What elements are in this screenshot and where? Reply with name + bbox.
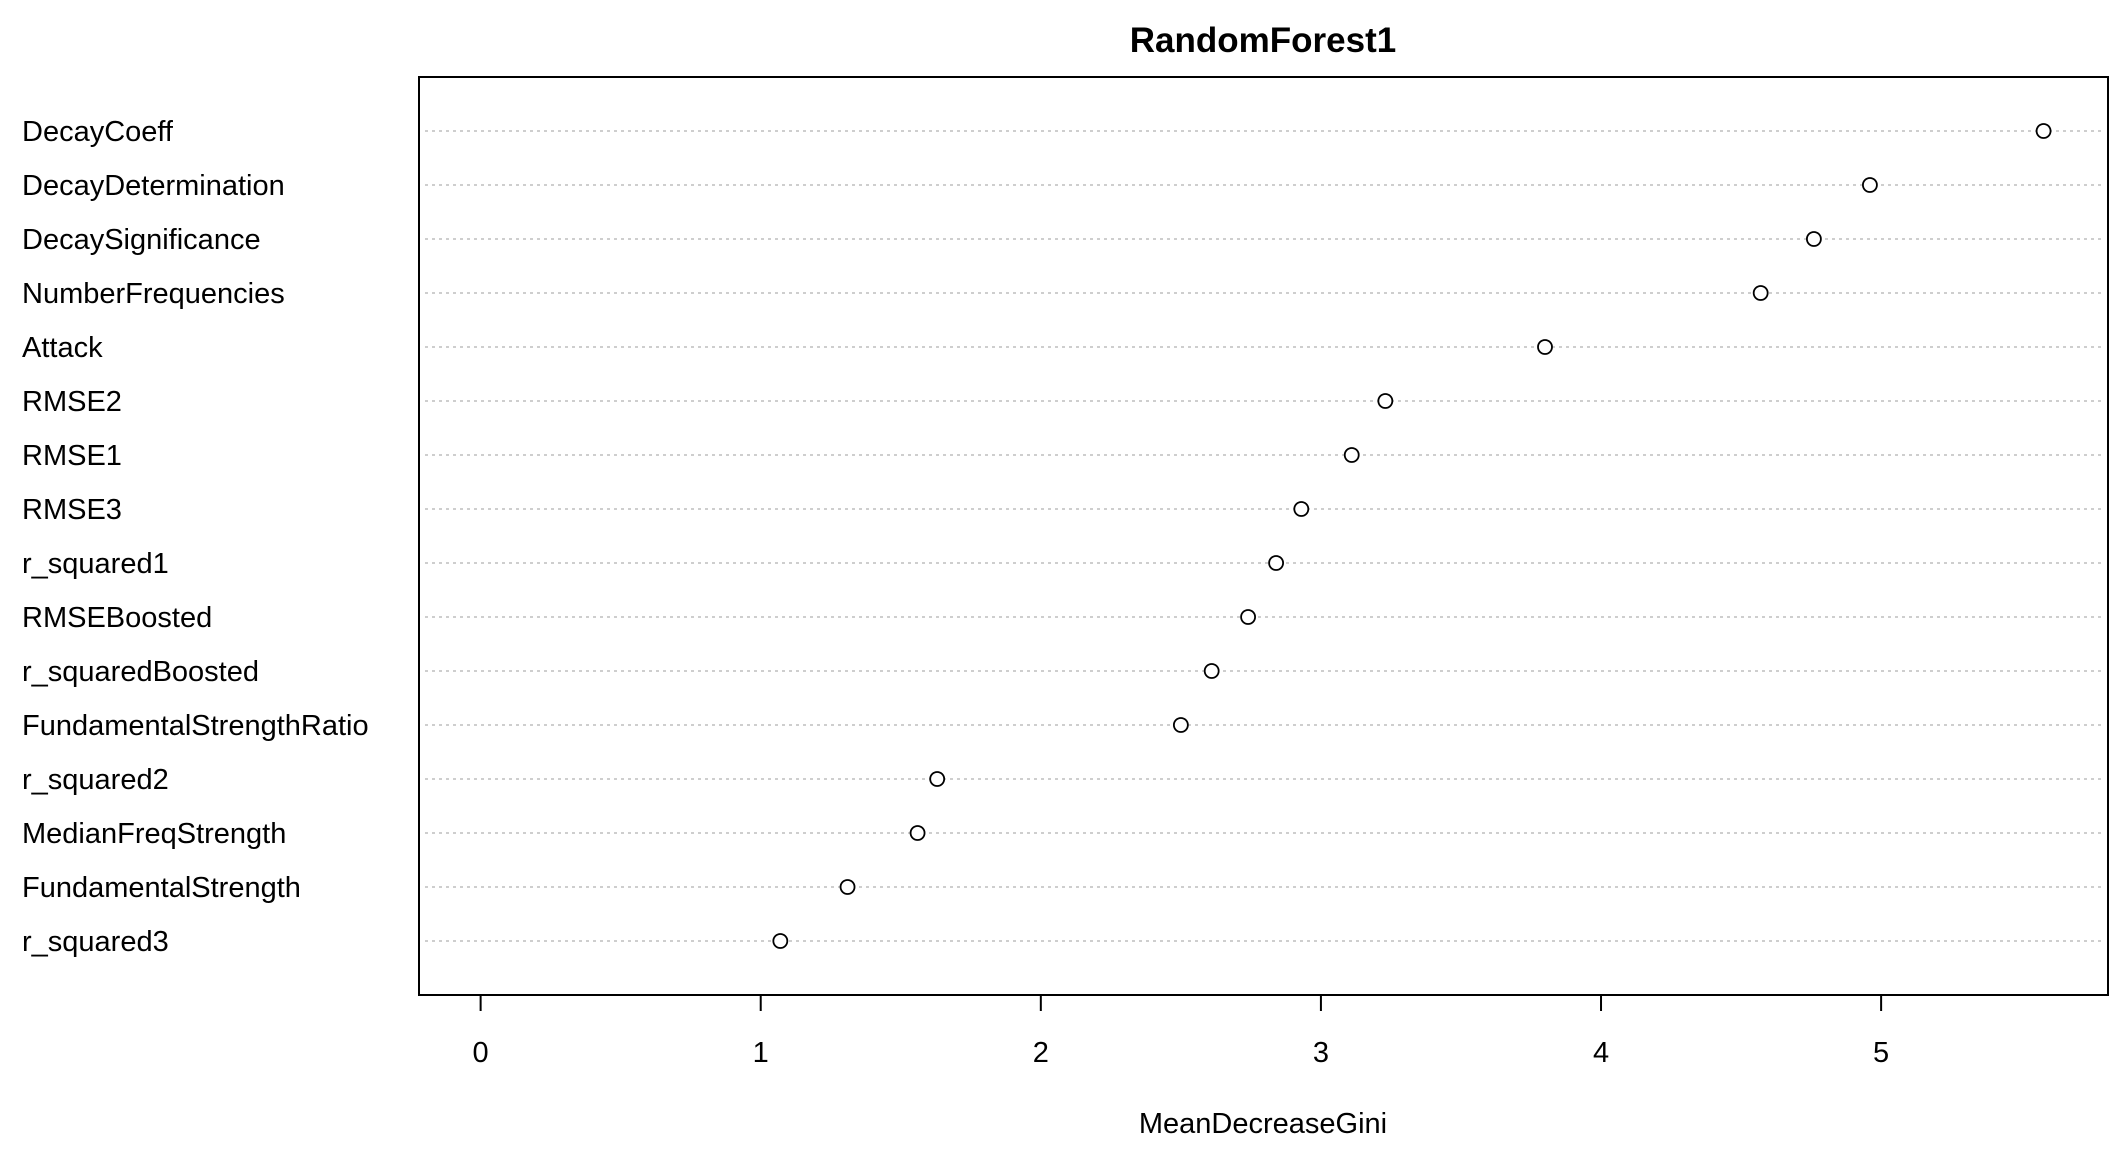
category-label: RMSEBoosted — [22, 602, 212, 634]
category-label: FundamentalStrengthRatio — [22, 710, 369, 742]
category-label: DecayCoeff — [22, 116, 174, 148]
data-point — [1203, 663, 1220, 679]
x-axis-title: MeanDecreaseGini — [1139, 1108, 1387, 1140]
x-tick-label: 3 — [1313, 1037, 1329, 1069]
grid-lines — [425, 130, 2102, 942]
data-points — [772, 123, 2052, 949]
data-point — [1752, 285, 1769, 301]
data-point — [1293, 501, 1310, 517]
category-label: r_squared3 — [22, 926, 169, 958]
category-label: MedianFreqStrength — [22, 818, 286, 850]
data-point — [1172, 717, 1189, 733]
category-label: NumberFrequencies — [22, 278, 285, 310]
category-label: Attack — [22, 332, 103, 364]
category-label: RMSE1 — [22, 440, 122, 472]
plot-frame — [418, 76, 2109, 996]
x-tick-label: 1 — [753, 1037, 769, 1069]
category-labels: DecayCoeff DecayDetermination DecaySignifi… — [22, 116, 369, 958]
category-label: r_squared2 — [22, 764, 169, 796]
data-point — [1377, 393, 1394, 409]
data-point — [1862, 177, 1878, 193]
category-label: DecaySignificance — [22, 224, 261, 256]
data-point — [1240, 609, 1256, 625]
x-tick-label: 2 — [1033, 1037, 1049, 1069]
x-tick-label: 4 — [1593, 1037, 1609, 1069]
data-point — [1343, 447, 1360, 463]
category-label: RMSE3 — [22, 494, 122, 526]
x-tick-label: 0 — [473, 1037, 489, 1069]
chart-title: RandomForest1 — [1130, 21, 1396, 60]
data-point — [839, 879, 856, 895]
x-axis: 0 1 2 3 4 5 — [473, 994, 1889, 1069]
data-point — [2035, 123, 2052, 139]
category-label: DecayDetermination — [22, 170, 285, 202]
data-point — [1805, 231, 1822, 247]
data-point — [1268, 555, 1285, 571]
category-label: r_squaredBoosted — [22, 656, 259, 688]
data-point — [772, 933, 789, 949]
category-label: r_squared1 — [22, 548, 169, 580]
category-label: FundamentalStrength — [22, 872, 301, 904]
category-label: RMSE2 — [22, 386, 122, 418]
data-point — [1537, 339, 1553, 355]
data-point — [929, 771, 946, 787]
data-point — [909, 825, 926, 841]
x-tick-label: 5 — [1873, 1037, 1889, 1069]
